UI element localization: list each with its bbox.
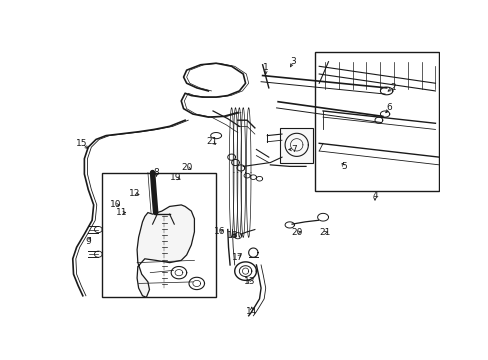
Text: 20: 20 [182, 163, 193, 172]
Text: 21: 21 [206, 137, 218, 146]
Text: 10: 10 [109, 201, 121, 210]
Text: 5: 5 [341, 162, 346, 171]
Text: 6: 6 [386, 103, 392, 112]
Text: 12: 12 [129, 189, 140, 198]
Text: 15: 15 [76, 139, 88, 148]
Text: 9: 9 [85, 237, 91, 246]
Text: 20: 20 [290, 228, 302, 237]
Text: 2: 2 [389, 84, 395, 93]
Bar [314, 53, 438, 191]
Text: 18: 18 [227, 231, 239, 240]
Bar [102, 172, 216, 297]
Text: 7: 7 [290, 145, 296, 154]
Text: 17: 17 [232, 253, 243, 262]
Text: 16: 16 [213, 228, 224, 237]
Bar [280, 128, 312, 163]
Polygon shape [137, 205, 194, 297]
Text: 14: 14 [245, 307, 257, 316]
Text: 21: 21 [318, 228, 329, 237]
Text: 19: 19 [170, 174, 181, 183]
Text: 11: 11 [116, 208, 127, 217]
Text: 3: 3 [289, 57, 295, 66]
Text: 13: 13 [243, 278, 255, 287]
Text: 4: 4 [371, 191, 377, 200]
Text: 8: 8 [153, 168, 159, 177]
Text: 1: 1 [263, 63, 268, 72]
